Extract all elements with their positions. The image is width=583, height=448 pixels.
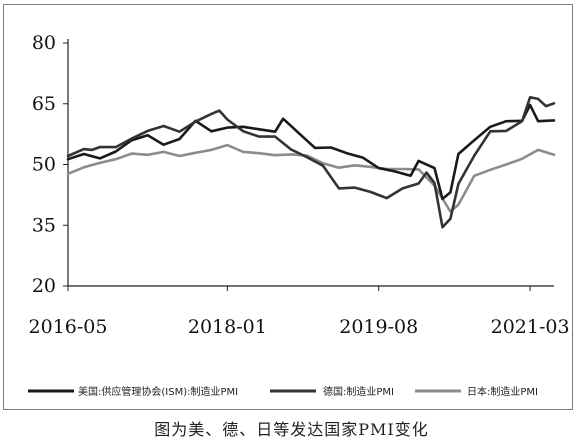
legend-label-0: 美国:供应管理协会(ISM):制造业PMI bbox=[78, 385, 238, 398]
legend-label-2: 日本:制造业PMI bbox=[467, 385, 538, 398]
figure-caption: 图为美、德、日等发达国家PMI变化 bbox=[154, 420, 429, 439]
chart-frame bbox=[3, 4, 573, 410]
series-lines bbox=[66, 96, 556, 229]
y-tick-label: 20 bbox=[32, 275, 56, 297]
legend-label-1: 德国:制造业PMI bbox=[323, 385, 394, 398]
legend: 美国:供应管理协会(ISM):制造业PMI 德国:制造业PMI 日本:制造业PMI bbox=[28, 385, 538, 398]
y-tick-label: 50 bbox=[32, 154, 56, 176]
series-line-0 bbox=[66, 103, 556, 201]
series-line-2 bbox=[66, 143, 556, 213]
axes: 80 65 50 35 20 2016-05 2018-01 2019-08 2021-03 bbox=[29, 32, 570, 338]
x-tick-label: 2016-05 bbox=[29, 316, 108, 338]
y-tick-label: 35 bbox=[32, 214, 56, 236]
y-tick-label: 80 bbox=[32, 32, 56, 54]
x-tick-label: 2018-01 bbox=[188, 316, 267, 338]
x-tick-label: 2021-03 bbox=[491, 316, 570, 338]
x-tick-label: 2019-08 bbox=[339, 316, 418, 338]
y-tick-label: 65 bbox=[32, 93, 56, 115]
series-line-1 bbox=[66, 96, 556, 229]
